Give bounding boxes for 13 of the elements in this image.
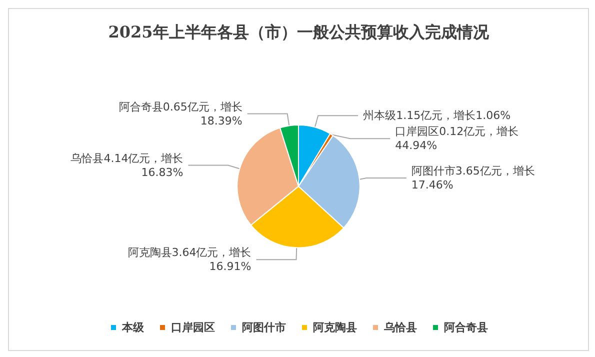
- data-label: 阿合奇县0.65亿元，增长18.39%: [118, 100, 242, 128]
- chart-title: 2025年上半年各县（市）一般公共预算收入完成情况: [108, 22, 490, 42]
- legend-label: 乌恰县: [383, 321, 417, 334]
- legend-label: 阿合奇县: [444, 321, 488, 334]
- legend-label: 阿克陶县: [313, 321, 357, 334]
- data-label: 口岸园区0.12亿元，增长44.94%: [395, 125, 519, 152]
- data-label: 乌恰县4.14亿元，增长16.83%: [70, 152, 184, 179]
- legend-label: 口岸园区: [171, 321, 215, 334]
- data-label: 阿克陶县3.64亿元，增长16.91%: [128, 246, 252, 274]
- data-label: 阿图什市3.65亿元，增长17.46%: [411, 164, 535, 192]
- legend-label: 本级: [121, 321, 145, 334]
- legend-label: 阿图什市: [242, 321, 286, 334]
- data-label: 州本级1.15亿元，增长1.06%: [363, 109, 511, 122]
